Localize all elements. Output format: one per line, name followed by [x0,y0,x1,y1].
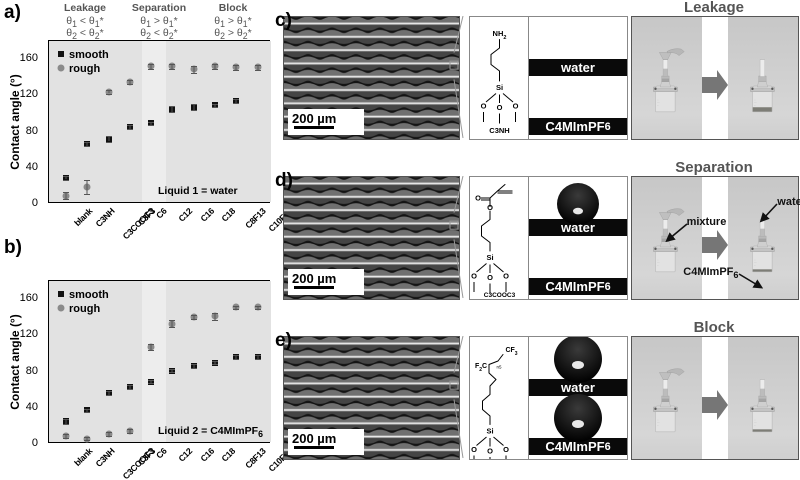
svg-text:n5: n5 [496,365,502,370]
svg-text:CF3: CF3 [505,347,517,357]
svg-text:O: O [475,194,481,203]
svg-text:O: O [481,102,487,111]
svg-text:O: O [503,272,509,281]
svg-text:O: O [497,103,503,112]
svg-text:C3COOC3: C3COOC3 [484,292,516,299]
svg-text:Si: Si [486,427,493,436]
svg-text:Si: Si [496,83,503,92]
svg-text:O: O [487,273,493,282]
svg-text:O: O [471,445,477,454]
svg-text:O: O [471,272,477,281]
svg-text:O: O [503,445,509,454]
svg-text:C3NH: C3NH [489,126,509,135]
svg-text:F2C: F2C [475,363,487,373]
svg-text:O: O [487,447,493,456]
svg-text:Si: Si [486,253,493,262]
svg-text:O: O [513,102,519,111]
svg-text:O: O [487,203,493,212]
